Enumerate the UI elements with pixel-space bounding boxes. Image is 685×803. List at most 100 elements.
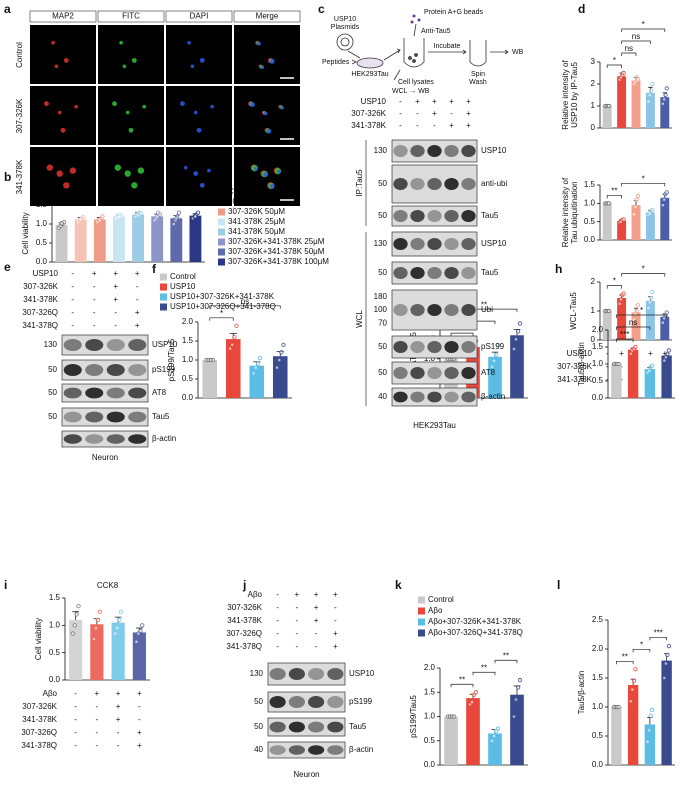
- condition-sign: +: [113, 295, 118, 304]
- blot-band: [269, 696, 286, 708]
- arrow: [347, 50, 361, 59]
- bar: [644, 724, 656, 765]
- blot-band: [63, 411, 82, 423]
- bar: [488, 733, 502, 765]
- legend-label: Aβo+307-326Q+341-378Q: [428, 628, 523, 637]
- blot-label: USP10: [481, 146, 507, 155]
- condition-label: USP10: [33, 269, 59, 278]
- bar: [602, 106, 612, 128]
- data-point: [665, 652, 670, 657]
- data-point: [662, 675, 667, 681]
- data-point: [489, 364, 495, 369]
- column-header: FITC: [122, 12, 140, 21]
- blot-label: Tau5: [481, 268, 499, 277]
- data-point: [633, 344, 638, 350]
- cell-signal: [180, 101, 185, 107]
- blot-band: [410, 210, 425, 222]
- diagram-text: Cell lysates: [398, 79, 434, 86]
- y-tick-label: 1.0: [49, 620, 61, 629]
- cell-signal: [119, 40, 123, 45]
- data-point: [515, 685, 521, 690]
- blot-band: [393, 304, 408, 316]
- condition-sign: -: [114, 308, 117, 317]
- bar: [113, 216, 125, 262]
- condition-sign: +: [137, 728, 142, 737]
- condition-sign: -: [93, 295, 96, 304]
- condition-label: USP10: [361, 97, 387, 106]
- blot-band: [106, 387, 125, 399]
- cell-signal: [184, 165, 188, 170]
- cell-signal: [114, 164, 122, 171]
- cell-signal: [269, 59, 275, 64]
- cell-signal: [112, 101, 117, 107]
- blot-band: [393, 145, 408, 157]
- y-axis-label: Relative intensity of: [561, 60, 570, 130]
- condition-sign: -: [276, 590, 279, 599]
- blot-band: [128, 339, 147, 351]
- data-point: [660, 101, 665, 106]
- blot-band: [410, 267, 425, 279]
- blot-band: [461, 238, 476, 250]
- cell-signal: [124, 170, 131, 177]
- cell-signal: [210, 104, 214, 109]
- panel-label: i: [4, 578, 7, 592]
- blot-band: [427, 145, 442, 157]
- cell-signal: [190, 64, 195, 69]
- legend-label: Control: [428, 595, 454, 604]
- blot-band: [106, 339, 125, 351]
- molecular-weight: 50: [378, 179, 387, 188]
- molecular-weight: 70: [378, 318, 387, 327]
- y-tick-label: 1.0: [584, 198, 596, 207]
- data-point: [257, 355, 263, 361]
- blot-band: [63, 364, 82, 376]
- blot-band: [427, 178, 442, 190]
- blot-band: [444, 304, 459, 316]
- panel-label: f: [152, 262, 157, 276]
- y-tick-label: 0.0: [182, 393, 194, 402]
- y-tick-label: 2.0: [182, 317, 194, 326]
- condition-sign: -: [296, 629, 299, 638]
- micrograph: [98, 25, 164, 84]
- cell-signal: [199, 58, 205, 63]
- blot-band: [427, 267, 442, 279]
- legend-label: Aβo+307-326K+341-378K: [428, 617, 522, 626]
- micrograph: [98, 147, 164, 206]
- cell-signal: [57, 110, 62, 115]
- condition-sign: -: [276, 642, 279, 651]
- condition-sign: -: [334, 603, 337, 612]
- bar: [74, 219, 87, 262]
- condition-label: 307-326Q: [22, 308, 58, 317]
- data-point: [155, 214, 160, 219]
- condition-sign: +: [333, 590, 338, 599]
- condition-sign: -: [93, 282, 96, 291]
- data-point: [607, 201, 612, 206]
- data-point: [91, 636, 97, 642]
- significance-bracket: [649, 636, 667, 641]
- column-header-box: [233, 10, 301, 23]
- blot-label: Tau5: [481, 211, 499, 220]
- arrow: [490, 49, 509, 55]
- bead: [408, 56, 412, 60]
- data-point: [117, 617, 122, 622]
- condition-label: Aβo: [248, 590, 263, 599]
- bar: [661, 660, 672, 765]
- y-axis-label: Relative intensity of: [561, 177, 570, 247]
- molecular-weight: 50: [254, 722, 263, 731]
- blot-band: [410, 341, 425, 353]
- data-point: [633, 667, 638, 672]
- condition-sign: -: [93, 308, 96, 317]
- blot-band: [427, 210, 442, 222]
- micrograph: [30, 25, 96, 84]
- cell-signal: [277, 169, 281, 174]
- condition-sign: +: [314, 616, 319, 625]
- data-point: [663, 661, 668, 666]
- micrograph: [234, 86, 300, 145]
- blot: [61, 430, 149, 448]
- data-point: [493, 352, 499, 357]
- data-point: [635, 193, 641, 199]
- legend-swatch: [218, 218, 225, 226]
- data-point: [649, 295, 654, 301]
- data-point: [78, 217, 83, 222]
- bead: [412, 14, 416, 18]
- significance-label: *: [642, 265, 645, 274]
